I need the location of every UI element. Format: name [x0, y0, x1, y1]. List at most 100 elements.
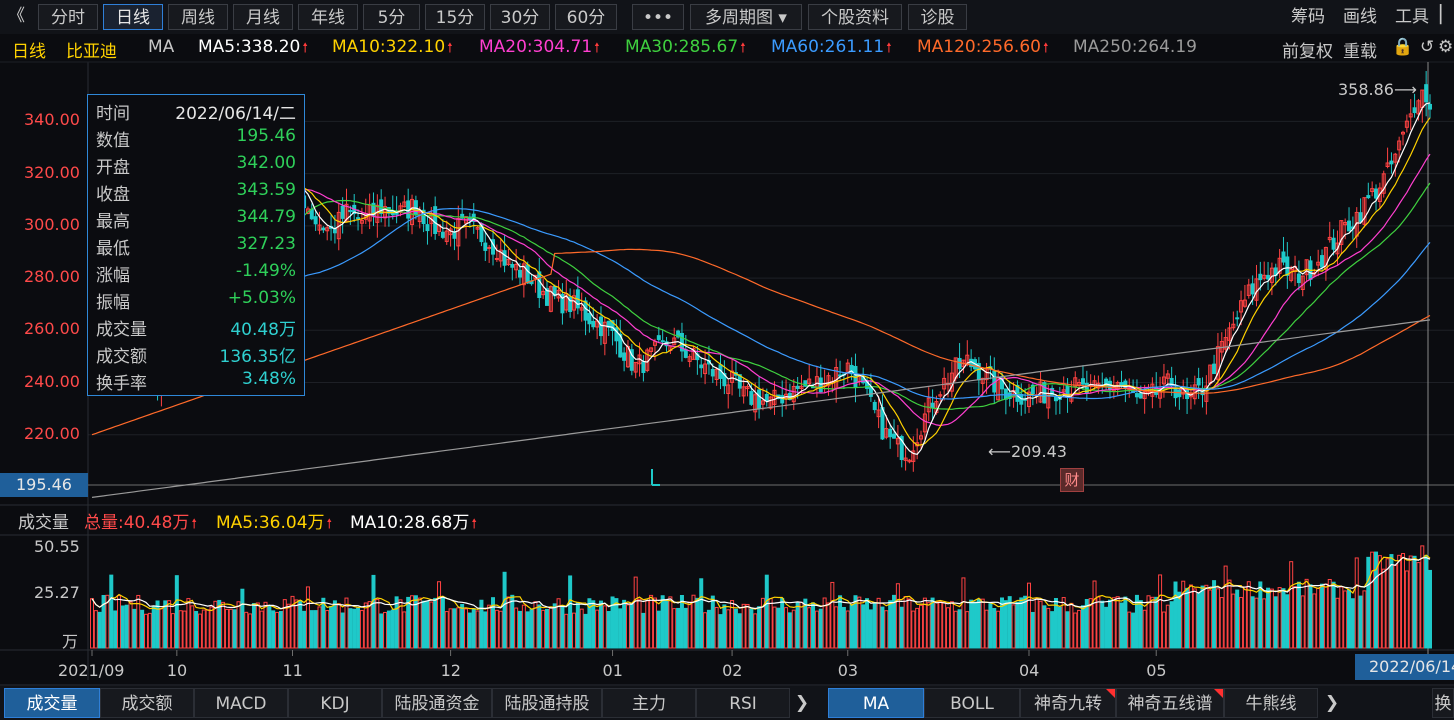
indicator-name[interactable]: MA — [148, 37, 175, 57]
financial-report-badge[interactable]: 财 — [1060, 468, 1084, 492]
candle — [649, 347, 654, 356]
volume-bar — [919, 604, 924, 649]
candle — [926, 387, 931, 422]
overlay-tab[interactable]: BOLL — [924, 688, 1020, 718]
toolbar-button-4[interactable]: 年线 — [298, 4, 358, 30]
overlay-tab[interactable]: 神奇五线谱 — [1116, 688, 1224, 718]
toolbar-button-2[interactable]: 周线 — [168, 4, 228, 30]
volume-bar — [1242, 586, 1247, 649]
volume-bar — [1277, 587, 1282, 649]
volume-bar — [1408, 555, 1413, 649]
volume-bar — [949, 601, 954, 649]
arrow-icon[interactable]: ▏ — [1440, 5, 1454, 25]
indicator-tab[interactable]: 陆股通资金 — [382, 688, 492, 718]
candle — [568, 288, 573, 318]
candle — [1046, 384, 1051, 419]
tooltip-value: 195.46 — [236, 126, 296, 146]
low-price-annotation: ⟵209.43 — [988, 442, 1067, 461]
volume-bar — [363, 602, 368, 649]
candle — [398, 202, 403, 217]
candle — [656, 326, 661, 342]
toolbar-button-11[interactable]: 个股资料 — [808, 4, 902, 30]
toolbar-button-3[interactable]: 月线 — [233, 4, 293, 30]
volume-bar — [155, 600, 160, 649]
volume-bar — [1366, 556, 1371, 649]
volume-bar — [109, 574, 114, 649]
candle — [610, 320, 615, 346]
chip-tool-button[interactable]: 筹码 — [1291, 7, 1325, 27]
volume-bar — [452, 608, 457, 649]
indicator-tab[interactable]: 主力 — [602, 688, 696, 718]
chevron-right-icon[interactable]: ❯ — [794, 693, 810, 713]
volume-bar — [1092, 580, 1097, 649]
indicator-tab[interactable]: 成交量 — [4, 688, 100, 718]
ma10-value: MA10:322.10 🠕 — [332, 37, 453, 57]
lock-icon[interactable]: 🔒 — [1392, 37, 1414, 57]
toolbar-button-10[interactable]: 多周期图 ▾ — [690, 4, 802, 30]
volume-bar — [575, 602, 580, 649]
volume-bar — [371, 574, 376, 649]
date-axis-label: 01 — [602, 661, 623, 680]
volume-bar — [691, 594, 696, 649]
volume-bar — [907, 598, 912, 649]
volume-bar — [1192, 588, 1197, 649]
settings-icon[interactable]: ⚙ — [1438, 37, 1454, 57]
toolbar-button-6[interactable]: 15分 — [425, 4, 485, 30]
chevron-right-icon[interactable]: ❯ — [1324, 693, 1340, 713]
tools-button[interactable]: 工具 — [1395, 7, 1429, 27]
toolbar-button-1[interactable]: 日线 — [103, 4, 163, 30]
draw-line-button[interactable]: 画线 — [1343, 7, 1377, 27]
volume-bar — [1374, 551, 1379, 649]
volume-bar — [587, 598, 592, 649]
toolbar-button-0[interactable]: 分时 — [38, 4, 98, 30]
back-icon[interactable]: 《 — [8, 6, 25, 26]
overlay-tab[interactable]: 牛熊线 — [1224, 688, 1318, 718]
toolbar-button-12[interactable]: 诊股 — [908, 4, 967, 30]
toolbar-button-8[interactable]: 60分 — [555, 4, 617, 30]
volume-bar — [1300, 595, 1305, 649]
candle — [687, 354, 692, 368]
candle — [602, 317, 607, 356]
volume-title[interactable]: 成交量 — [18, 513, 69, 533]
candle — [544, 281, 549, 306]
volume-bar — [687, 601, 692, 649]
toolbar-button-9[interactable]: ••• — [632, 4, 684, 30]
candle — [703, 349, 708, 385]
overlay-button[interactable]: 重载 — [1343, 42, 1377, 62]
volume-bar — [1424, 554, 1429, 649]
indicator-tab[interactable]: RSI — [696, 688, 790, 718]
indicator-tab[interactable]: MACD — [194, 688, 288, 718]
volume-bar — [498, 610, 503, 649]
overlay-tab[interactable]: MA — [828, 688, 924, 718]
candle — [722, 360, 727, 395]
volume-bar — [625, 604, 630, 649]
up-arrow-icon: 🠕 — [302, 41, 308, 56]
undo-icon[interactable]: ↺ — [1420, 37, 1435, 57]
volume-bar — [695, 597, 700, 649]
volume-bar — [1347, 589, 1352, 649]
candle — [741, 378, 746, 404]
candle — [375, 194, 380, 238]
volume-bar — [1123, 596, 1128, 649]
volume-bar — [876, 597, 881, 649]
volume-bar — [1023, 595, 1028, 649]
candle — [595, 314, 600, 340]
indicator-tab[interactable]: 成交额 — [100, 688, 194, 718]
volume-bar — [583, 613, 588, 649]
candle — [537, 257, 542, 308]
period-label: 日线 — [12, 42, 46, 62]
candle — [903, 446, 908, 471]
candle — [1331, 229, 1336, 256]
switch-button[interactable]: 换 — [1432, 688, 1454, 718]
volume-bar — [394, 596, 399, 649]
indicator-tab[interactable]: 陆股通持股 — [492, 688, 602, 718]
toolbar-button-7[interactable]: 30分 — [490, 4, 550, 30]
indicator-tab[interactable]: KDJ — [288, 688, 382, 718]
volume-bar — [1061, 597, 1066, 649]
overlay-tab[interactable]: 神奇九转 — [1020, 688, 1116, 718]
adjust-button[interactable]: 前复权 — [1282, 42, 1333, 62]
candle — [313, 210, 318, 231]
volume-bar — [892, 594, 897, 649]
volume-bar — [973, 601, 978, 649]
toolbar-button-5[interactable]: 5分 — [363, 4, 420, 30]
